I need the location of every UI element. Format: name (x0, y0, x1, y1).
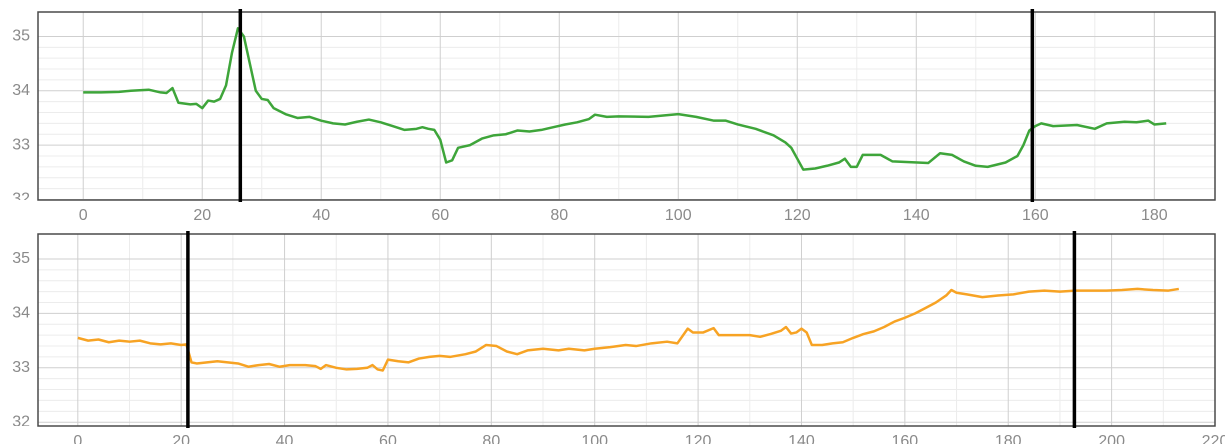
x-tick-label: 40 (312, 207, 330, 224)
x-tick-label: 140 (903, 207, 930, 224)
line-chart: 32 33 34 35 (12, 9, 1216, 208)
x-tick-label: 40 (276, 433, 294, 444)
x-tick-label: 80 (482, 433, 500, 444)
data-line (77, 287, 1180, 372)
tick-labels: 32 33 34 35 (12, 28, 30, 208)
x-tick-label: 60 (431, 207, 449, 224)
x-tick-label: 80 (550, 207, 568, 224)
x-tick-label: 0 (79, 207, 88, 224)
plot-frame (37, 233, 1216, 427)
x-tick-label: 0 (73, 433, 82, 444)
x-tick-label: 100 (581, 433, 608, 444)
x-tick-label: 160 (1022, 207, 1049, 224)
y-tick-label: 32 (12, 413, 30, 430)
y-tick-label: 35 (12, 250, 30, 267)
x-tick-label: 180 (995, 433, 1022, 444)
y-tick-label: 35 (12, 28, 30, 45)
x-tick-label: 100 (665, 207, 692, 224)
plot-frame (37, 11, 1216, 201)
y-tick-label: 33 (12, 359, 30, 376)
line-chart: 32 33 34 35 (12, 231, 1216, 430)
x-tick-label: 180 (1141, 207, 1168, 224)
x-tick-label: 140 (788, 433, 815, 444)
y-tick-label: 33 (12, 136, 30, 153)
tick-labels: 32 33 34 35 (12, 250, 30, 430)
x-tick-label: 200 (1098, 433, 1125, 444)
x-tick-label: 120 (784, 207, 811, 224)
x-tick-label: 60 (379, 433, 397, 444)
data-line (83, 27, 1167, 171)
x-tick-label: 20 (193, 207, 211, 224)
x-tick-label: 160 (892, 433, 919, 444)
y-tick-label: 34 (12, 82, 30, 99)
y-tick-label: 32 (12, 191, 30, 208)
x-tick-label: 20 (172, 433, 190, 444)
x-tick-label: 220 (1202, 433, 1225, 444)
y-tick-label: 34 (12, 305, 30, 322)
x-tick-label: 120 (685, 433, 712, 444)
